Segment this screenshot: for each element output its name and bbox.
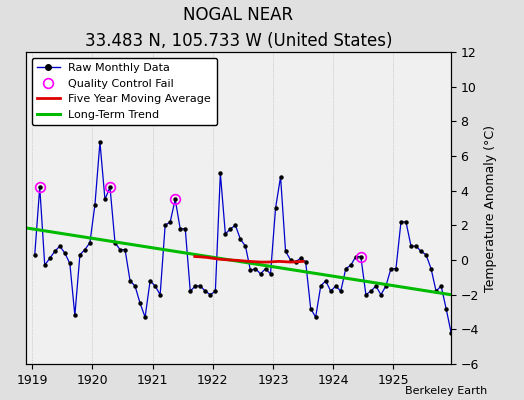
Y-axis label: Temperature Anomaly (°C): Temperature Anomaly (°C) [484, 124, 497, 292]
Text: Berkeley Earth: Berkeley Earth [405, 386, 487, 396]
Legend: Raw Monthly Data, Quality Control Fail, Five Year Moving Average, Long-Term Tren: Raw Monthly Data, Quality Control Fail, … [32, 58, 217, 125]
Title: NOGAL NEAR
33.483 N, 105.733 W (United States): NOGAL NEAR 33.483 N, 105.733 W (United S… [85, 6, 392, 50]
